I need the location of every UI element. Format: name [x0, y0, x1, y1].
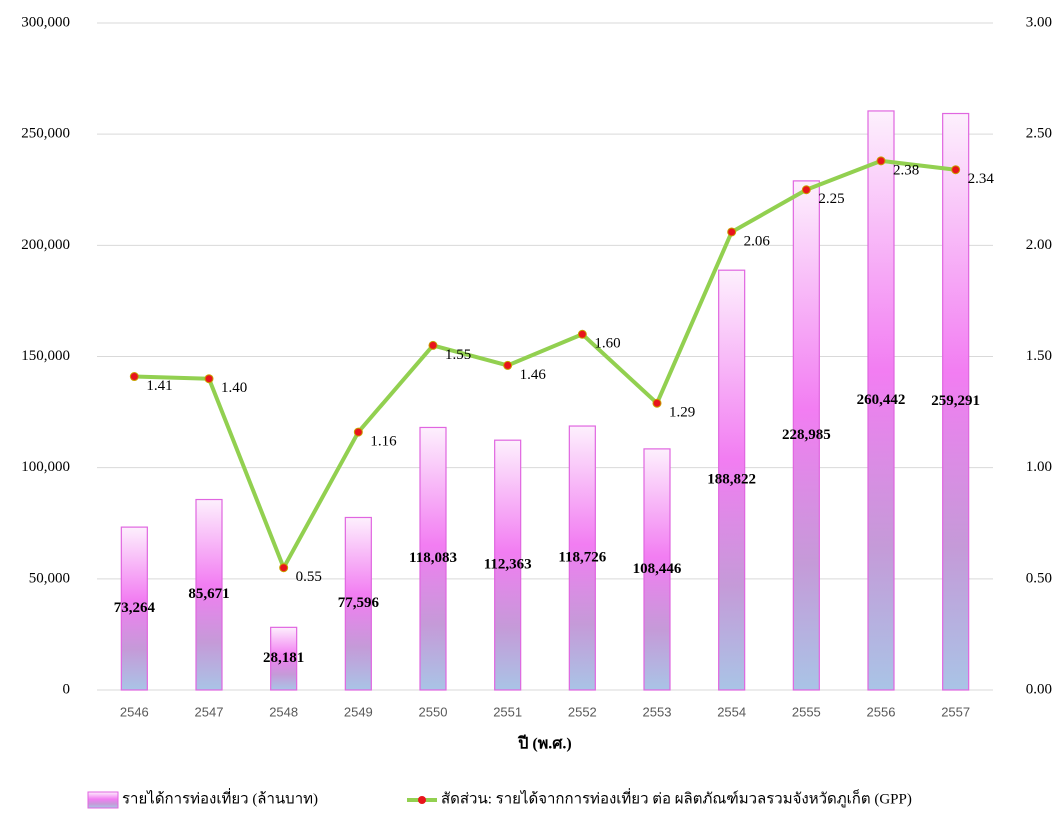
line-marker: [652, 398, 662, 408]
bar: [792, 180, 820, 691]
line-value-label: 2.06: [744, 233, 771, 249]
line-value-label: 1.60: [594, 336, 620, 352]
y-tick-label: 100,000: [21, 459, 70, 475]
y-tick-label: 150,000: [21, 348, 70, 364]
line-value-label: 1.55: [445, 347, 471, 363]
line-marker: [129, 372, 139, 382]
bar-value-label: 260,442: [857, 392, 906, 408]
line-value-label: 1.16: [370, 434, 397, 450]
line-marker: [353, 427, 363, 437]
bar: [867, 110, 895, 691]
bar-value-label: 112,363: [484, 557, 532, 573]
bar: [195, 498, 223, 691]
x-tick-label: 2556: [867, 704, 896, 719]
y2-tick-label: 0.00: [1026, 681, 1052, 697]
x-tick-label: 2555: [792, 704, 821, 719]
y2-tick-label: 3.00: [1026, 14, 1052, 30]
bar: [942, 112, 970, 691]
y-tick-label: 300,000: [21, 14, 70, 30]
x-axis-title: ปี (พ.ศ.): [517, 734, 572, 753]
line-value-label: 2.34: [968, 171, 995, 187]
y-tick-label: 250,000: [21, 126, 70, 142]
bar-value-label: 259,291: [931, 393, 980, 409]
line-value-label: 0.55: [296, 569, 322, 585]
bar-value-label: 188,822: [707, 472, 756, 488]
line-marker: [727, 227, 737, 237]
legend-swatch: [87, 791, 119, 809]
x-tick-label: 2552: [568, 704, 597, 719]
y-tick-label: 50,000: [29, 570, 70, 586]
y2-tick-label: 2.50: [1026, 126, 1052, 142]
x-tick-label: 2551: [493, 704, 522, 719]
line-marker: [503, 360, 513, 370]
line-value-label: 1.40: [221, 380, 247, 396]
line-marker: [951, 165, 961, 175]
bar: [419, 426, 447, 691]
line-value-label: 2.25: [818, 191, 844, 207]
bar-value-label: 28,181: [263, 650, 304, 666]
bar: [494, 439, 522, 691]
line-marker: [577, 329, 587, 339]
line-value-label: 1.29: [669, 405, 695, 421]
legend-swatch: [418, 796, 426, 804]
line-value-label: 1.41: [146, 378, 172, 394]
line-value-label: 2.38: [893, 162, 919, 178]
x-tick-label: 2548: [269, 704, 298, 719]
x-tick-label: 2547: [195, 704, 224, 719]
bar: [568, 425, 596, 691]
y2-tick-label: 1.00: [1026, 459, 1052, 475]
bar-value-label: 73,264: [114, 600, 156, 616]
y2-tick-label: 0.50: [1026, 570, 1052, 586]
bar-value-label: 108,446: [633, 561, 682, 577]
bar-value-label: 77,596: [338, 595, 380, 611]
x-tick-label: 2557: [941, 704, 970, 719]
y2-tick-label: 2.00: [1026, 237, 1052, 253]
x-tick-label: 2553: [643, 704, 672, 719]
line-marker: [876, 156, 886, 166]
bar: [718, 269, 746, 691]
legend-label: รายได้การท่องเที่ยว (ล้านบาท): [122, 787, 318, 807]
x-tick-label: 2549: [344, 704, 373, 719]
x-tick-label: 2550: [419, 704, 448, 719]
bar-value-label: 118,083: [409, 550, 457, 566]
bar: [270, 626, 298, 691]
bar: [120, 526, 148, 691]
bar: [344, 516, 372, 691]
bar-value-label: 228,985: [782, 427, 831, 443]
line-marker: [204, 374, 214, 384]
legend-label: สัดส่วน: รายได้จากการท่องเที่ยว ต่อ ผลิต…: [441, 787, 912, 807]
x-tick-label: 2554: [717, 704, 746, 719]
y2-tick-label: 1.50: [1026, 348, 1052, 364]
line-marker: [428, 340, 438, 350]
bar-value-label: 85,671: [188, 586, 229, 602]
x-tick-label: 2546: [120, 704, 149, 719]
line: [134, 158, 956, 570]
bar: [643, 448, 671, 691]
line-value-label: 1.46: [520, 367, 547, 383]
bar-value-label: 118,726: [558, 549, 606, 565]
line-marker: [801, 185, 811, 195]
line-marker: [279, 563, 289, 573]
y-tick-label: 0: [63, 681, 71, 697]
y-tick-label: 200,000: [21, 237, 70, 253]
